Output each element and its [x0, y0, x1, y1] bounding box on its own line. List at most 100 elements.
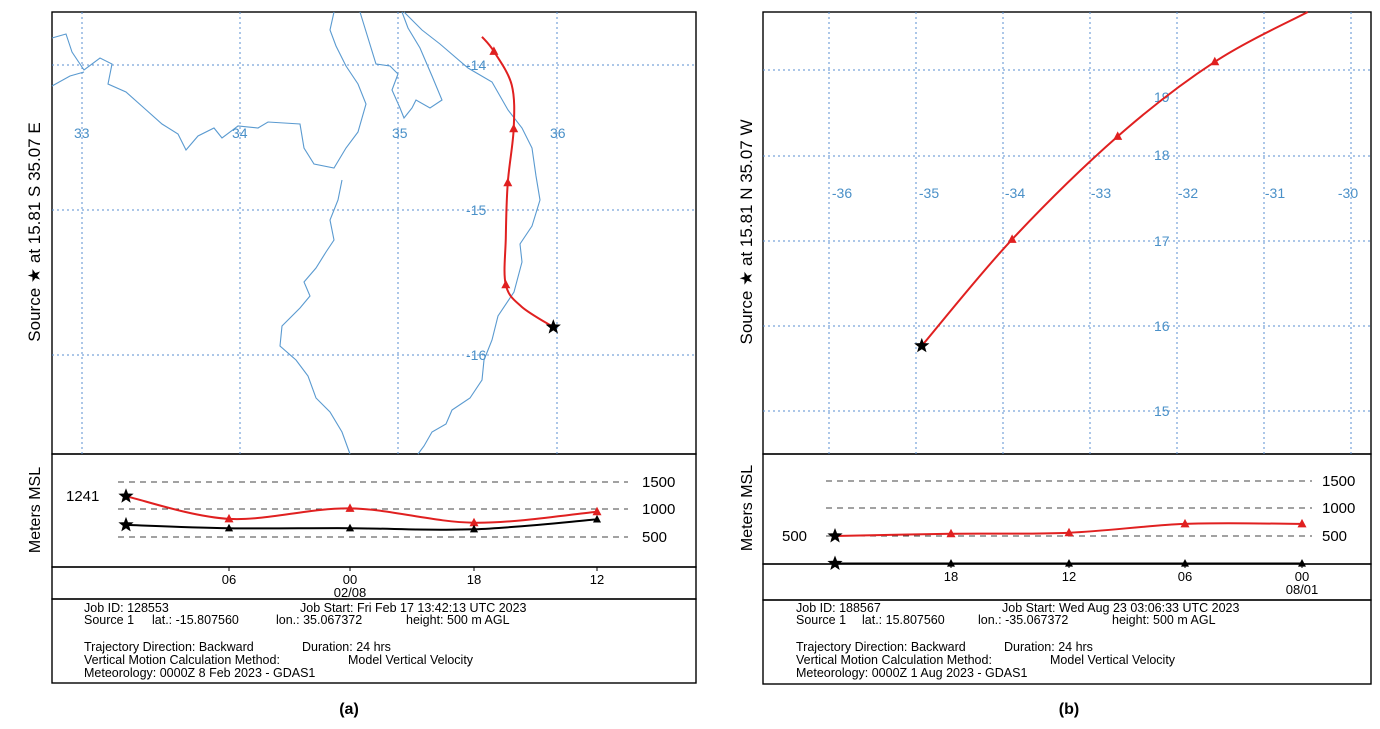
- panel-b-lat-label: 15: [1154, 403, 1170, 419]
- panel-b-ytick: 1000: [1322, 500, 1355, 517]
- panel-a-lat-labels: -14 -15 -16: [466, 57, 486, 363]
- panel-a-xtick: 12: [590, 572, 604, 587]
- panel-a-lon-label: 36: [550, 125, 566, 141]
- panel-b-lon-label: -33: [1091, 185, 1111, 201]
- panel-b-info-frame: [762, 599, 1372, 685]
- panel-a-date-label: 02/08: [334, 585, 367, 600]
- job-id: Job ID: 128553: [84, 601, 169, 615]
- black-height-marker: [345, 523, 355, 532]
- panel-b-lat-label: 19: [1154, 89, 1170, 105]
- black-height-marker: [224, 523, 234, 532]
- height-start-star: [827, 555, 843, 570]
- panel-b-lat-labels: 19 18 17 16 15: [1154, 89, 1170, 419]
- source-name: Source 1: [796, 613, 846, 627]
- vertical-method: Vertical Motion Calculation Method:: [84, 653, 280, 667]
- panel-a-ytick: 1000: [642, 501, 675, 518]
- panel-b-lon-label: -35: [919, 185, 939, 201]
- panel-b-height-series: [827, 518, 1307, 570]
- panel-b-lon-label: -34: [1005, 185, 1025, 201]
- panel-b-lon-label: -31: [1265, 185, 1285, 201]
- panel-a-height-series: [118, 488, 602, 533]
- panel-b-xtick: 18: [944, 569, 958, 584]
- red-height-marker: [1064, 527, 1074, 537]
- panel-a-info: Job ID: 128553 Job Start: Fri Feb 17 13:…: [84, 601, 527, 680]
- source-lat: lat.: 15.807560: [862, 613, 945, 627]
- source-height: height: 500 m AGL: [1112, 613, 1216, 627]
- panel-b-xtick: 12: [1062, 569, 1076, 584]
- panel-a-grid: [52, 12, 696, 454]
- panel-b-caption: (b): [1059, 701, 1079, 718]
- panel-a-lon-label: 35: [392, 125, 408, 141]
- red-height-marker: [592, 506, 602, 516]
- panel-b-trajectory: [914, 11, 1309, 353]
- source-star: [914, 337, 930, 353]
- red-height-marker: [469, 517, 479, 527]
- panel-b: -36 -35 -34 -33 -32 -31 -30 19 18 17 16 …: [737, 11, 1372, 718]
- panel-a-lon-labels: 33 34 35 36: [74, 125, 566, 141]
- job-start: Job Start: Wed Aug 23 03:06:33 UTC 2023: [1002, 601, 1239, 615]
- trajectory-line: [920, 11, 1309, 347]
- panel-b-height-frame: [762, 453, 1372, 565]
- panel-a-ytick: 500: [642, 529, 667, 546]
- meteorology: Meteorology: 0000Z 8 Feb 2023 - GDAS1: [84, 666, 315, 680]
- panel-b-height-ylabel: Meters MSL: [739, 465, 756, 551]
- panel-a-lat-label: -16: [466, 347, 486, 363]
- meteorology: Meteorology: 0000Z 1 Aug 2023 - GDAS1: [796, 666, 1027, 680]
- panel-a-start-height: 1241: [66, 488, 99, 505]
- panel-b-lat-label: 17: [1154, 233, 1170, 249]
- panel-a-lat-label: -15: [466, 202, 486, 218]
- duration: Duration: 24 hrs: [302, 640, 391, 654]
- red-height-marker: [345, 503, 355, 512]
- panel-b-ytick: 500: [1322, 528, 1347, 545]
- panel-a-lat-label: -14: [466, 57, 486, 73]
- panel-a-height-ylabel: Meters MSL: [27, 467, 44, 553]
- panel-b-xtick: 06: [1178, 569, 1192, 584]
- trajectory-marker: [503, 177, 513, 187]
- panel-a-caption: (a): [339, 701, 359, 718]
- trajectory-marker: [1007, 234, 1017, 243]
- trajectory-marker: [1210, 56, 1220, 66]
- trajectory-line: [481, 36, 554, 328]
- panel-b-grid: [763, 12, 1371, 454]
- panel-b-date-label: 08/01: [1286, 582, 1319, 597]
- red-height-marker: [1180, 518, 1190, 528]
- panel-b-lat-label: 18: [1154, 147, 1170, 163]
- duration: Duration: 24 hrs: [1004, 640, 1093, 654]
- red-height-marker: [224, 513, 234, 523]
- panel-a: 33 34 35 36 -14 -15 -16 Source ★ at 15.8…: [25, 11, 697, 718]
- panel-b-source-label: Source ★ at 15.81 N 35.07 W: [737, 119, 756, 344]
- panel-a-height-grid: [118, 481, 628, 538]
- panel-b-lon-label: -32: [1178, 185, 1198, 201]
- panel-b-xtick: 00: [1295, 569, 1309, 584]
- black-height-marker: [469, 524, 479, 533]
- source-height: height: 500 m AGL: [406, 613, 510, 627]
- panel-a-xaxis: 06 00 18 12 02/08: [222, 567, 604, 600]
- panel-a-xtick: 18: [467, 572, 481, 587]
- trajectory-direction: Trajectory Direction: Backward: [796, 640, 966, 654]
- panel-b-map-frame: [762, 11, 1372, 455]
- vertical-value: Model Vertical Velocity: [1050, 653, 1176, 667]
- black-height-marker: [1181, 559, 1189, 567]
- source-lon: lon.: -35.067372: [978, 613, 1068, 627]
- vertical-value: Model Vertical Velocity: [348, 653, 474, 667]
- height-start-star: [827, 528, 843, 543]
- trajectory-marker: [489, 46, 499, 55]
- vertical-method: Vertical Motion Calculation Method:: [796, 653, 992, 667]
- black-height-marker: [1065, 559, 1073, 567]
- source-lon: lon.: 35.067372: [276, 613, 362, 627]
- trajectory-marker: [1113, 131, 1123, 140]
- height-start-star: [118, 516, 134, 532]
- panel-a-boundaries: [51, 11, 541, 455]
- black-height-marker: [593, 514, 601, 523]
- panel-a-map-frame: [51, 11, 697, 455]
- trajectory-marker: [509, 123, 519, 133]
- job-id: Job ID: 188567: [796, 601, 881, 615]
- black-height-marker: [947, 559, 955, 567]
- panel-a-xtick: 06: [222, 572, 236, 587]
- panel-b-lon-labels: -36 -35 -34 -33 -32 -31 -30: [832, 185, 1358, 201]
- black-height-line: [125, 518, 598, 531]
- panel-b-start-height: 500: [782, 528, 807, 545]
- panel-a-trajectory: [481, 36, 561, 334]
- source-lat: lat.: -15.807560: [152, 613, 239, 627]
